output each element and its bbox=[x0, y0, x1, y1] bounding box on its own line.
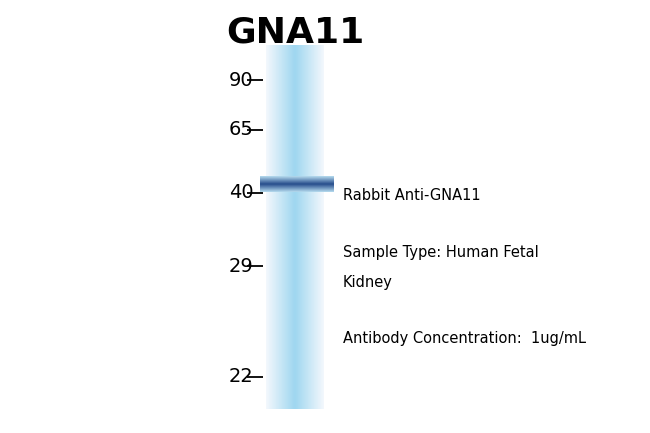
Text: Antibody Concentration:  1ug/mL: Antibody Concentration: 1ug/mL bbox=[343, 331, 586, 346]
Text: Sample Type: Human Fetal: Sample Type: Human Fetal bbox=[343, 245, 539, 260]
Text: GNA11: GNA11 bbox=[226, 15, 364, 49]
Text: Kidney: Kidney bbox=[343, 275, 393, 290]
Text: 22: 22 bbox=[229, 367, 254, 386]
Text: 29: 29 bbox=[229, 257, 254, 276]
Text: 40: 40 bbox=[229, 183, 254, 202]
Text: Rabbit Anti-GNA11: Rabbit Anti-GNA11 bbox=[343, 188, 481, 204]
Text: 65: 65 bbox=[228, 120, 254, 139]
Text: 90: 90 bbox=[229, 71, 254, 90]
